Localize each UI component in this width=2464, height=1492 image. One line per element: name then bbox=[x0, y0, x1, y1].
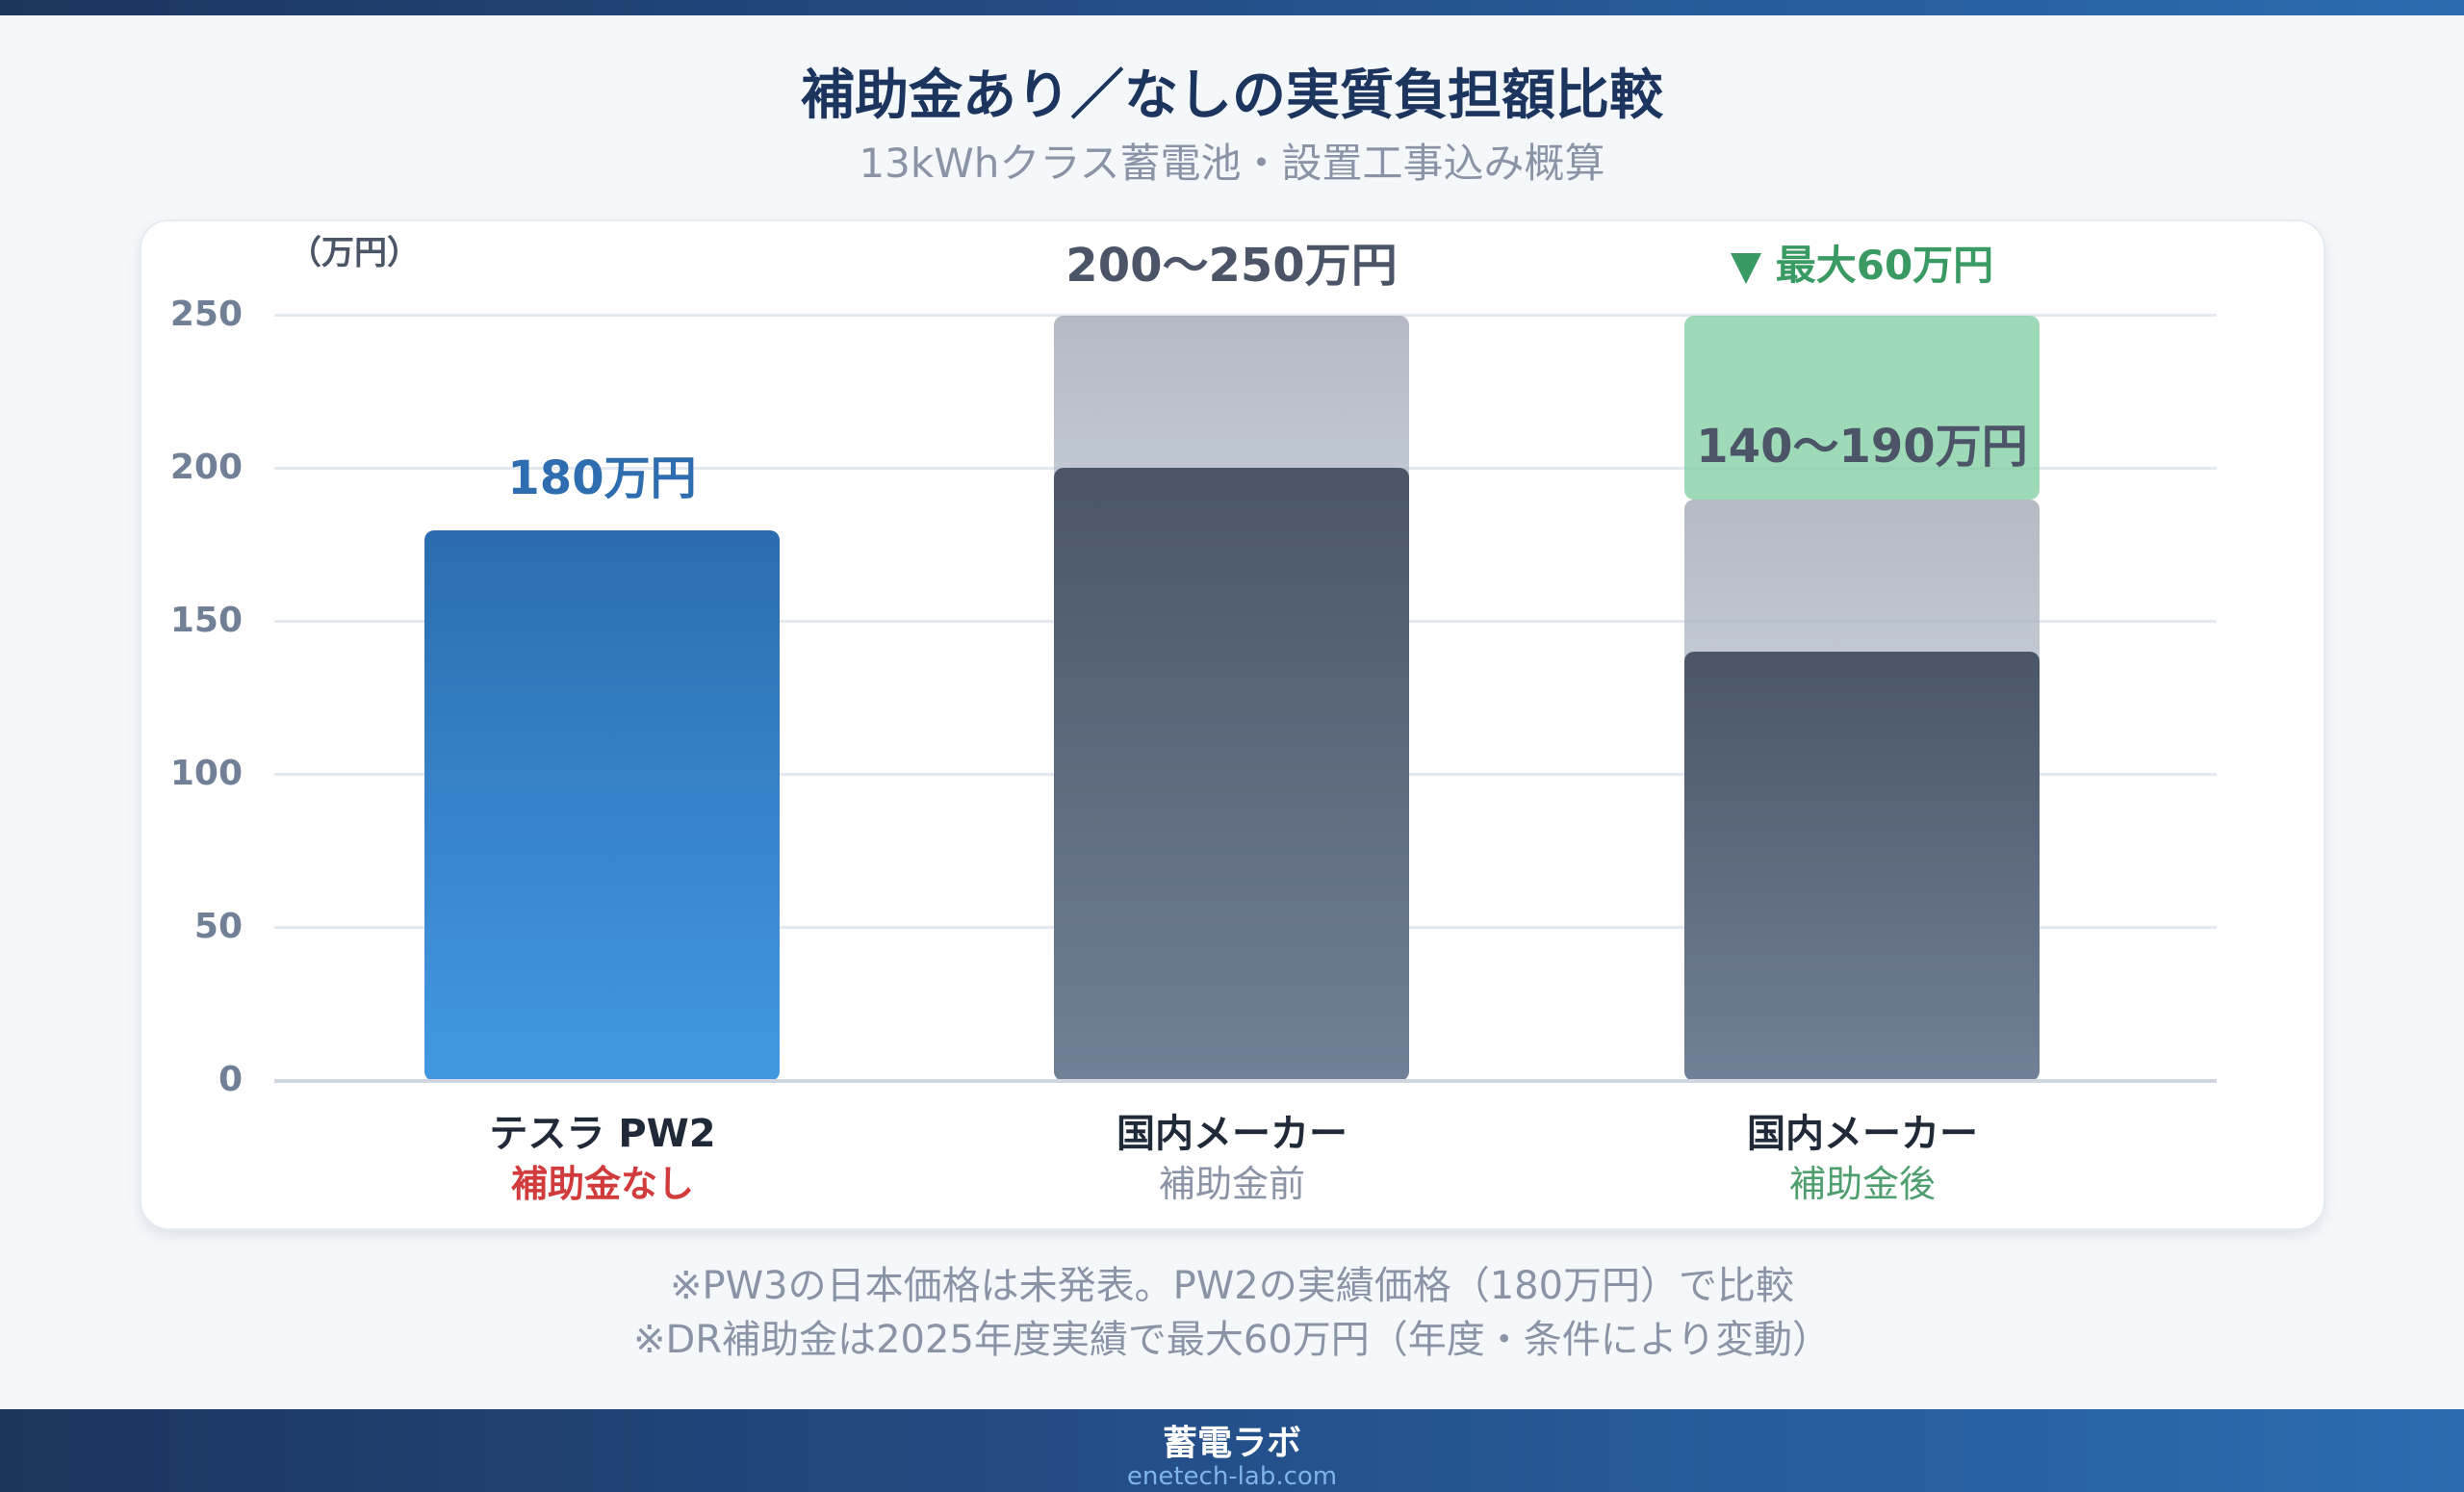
category-sublabel-domestic-before: 補助金前 bbox=[1158, 1163, 1305, 1205]
footnote-dr-subsidy: ※DR補助金は2025年度実績で最大60万円（年度・条件により変動） bbox=[632, 1318, 1831, 1362]
bar-domestic-after-range-segment bbox=[1684, 500, 2040, 668]
bar-domestic-after-base-segment bbox=[1684, 652, 2040, 1081]
footnote-pw3-price: ※PW3の日本価格は未発表。PW2の実績価格（180万円）で比較 bbox=[669, 1264, 1795, 1308]
y-tick-50: 50 bbox=[193, 907, 243, 946]
subsidy-reduction-label: ▼ 最大60万円 bbox=[1730, 242, 1994, 289]
chart-subtitle: 13kWhクラス蓄電池・設置工事込み概算 bbox=[859, 140, 1605, 187]
y-tick-200: 200 bbox=[169, 448, 243, 487]
footer-bar bbox=[0, 1409, 2464, 1492]
category-label-domestic-after: 国内メーカー bbox=[1747, 1112, 1978, 1156]
value-label-domestic-before: 200〜250万円 bbox=[1065, 239, 1398, 293]
y-axis-unit-label: （万円） bbox=[289, 234, 420, 272]
top-accent-bar bbox=[0, 0, 2464, 15]
category-sublabel-domestic-after: 補助金後 bbox=[1788, 1163, 1936, 1205]
y-tick-150: 150 bbox=[169, 601, 243, 640]
footer-site-link[interactable]: enetech-lab.com bbox=[1126, 1462, 1338, 1491]
bar-domestic-after-subsidy-segment bbox=[1684, 316, 2040, 500]
gridline-250 bbox=[274, 314, 2217, 317]
bar-domestic-before-base-segment bbox=[1054, 468, 1409, 1081]
category-sublabel-tesla: 補助金なし bbox=[510, 1163, 694, 1205]
bar-tesla-pw2 bbox=[424, 530, 780, 1081]
footer-brand: 蓄電ラボ bbox=[1162, 1424, 1301, 1463]
category-label-tesla: テスラ PW2 bbox=[489, 1112, 716, 1156]
value-label-tesla: 180万円 bbox=[507, 451, 697, 505]
value-label-domestic-after: 140〜190万円 bbox=[1696, 420, 2028, 474]
x-axis-baseline bbox=[274, 1079, 2217, 1083]
y-tick-100: 100 bbox=[169, 754, 243, 793]
y-tick-250: 250 bbox=[169, 295, 243, 334]
category-label-domestic-before: 国内メーカー bbox=[1116, 1112, 1348, 1156]
bar-domestic-before-range-segment bbox=[1054, 316, 1409, 484]
chart-title: 補助金あり／なしの実質負担額比較 bbox=[801, 64, 1663, 127]
y-tick-0: 0 bbox=[218, 1060, 243, 1099]
